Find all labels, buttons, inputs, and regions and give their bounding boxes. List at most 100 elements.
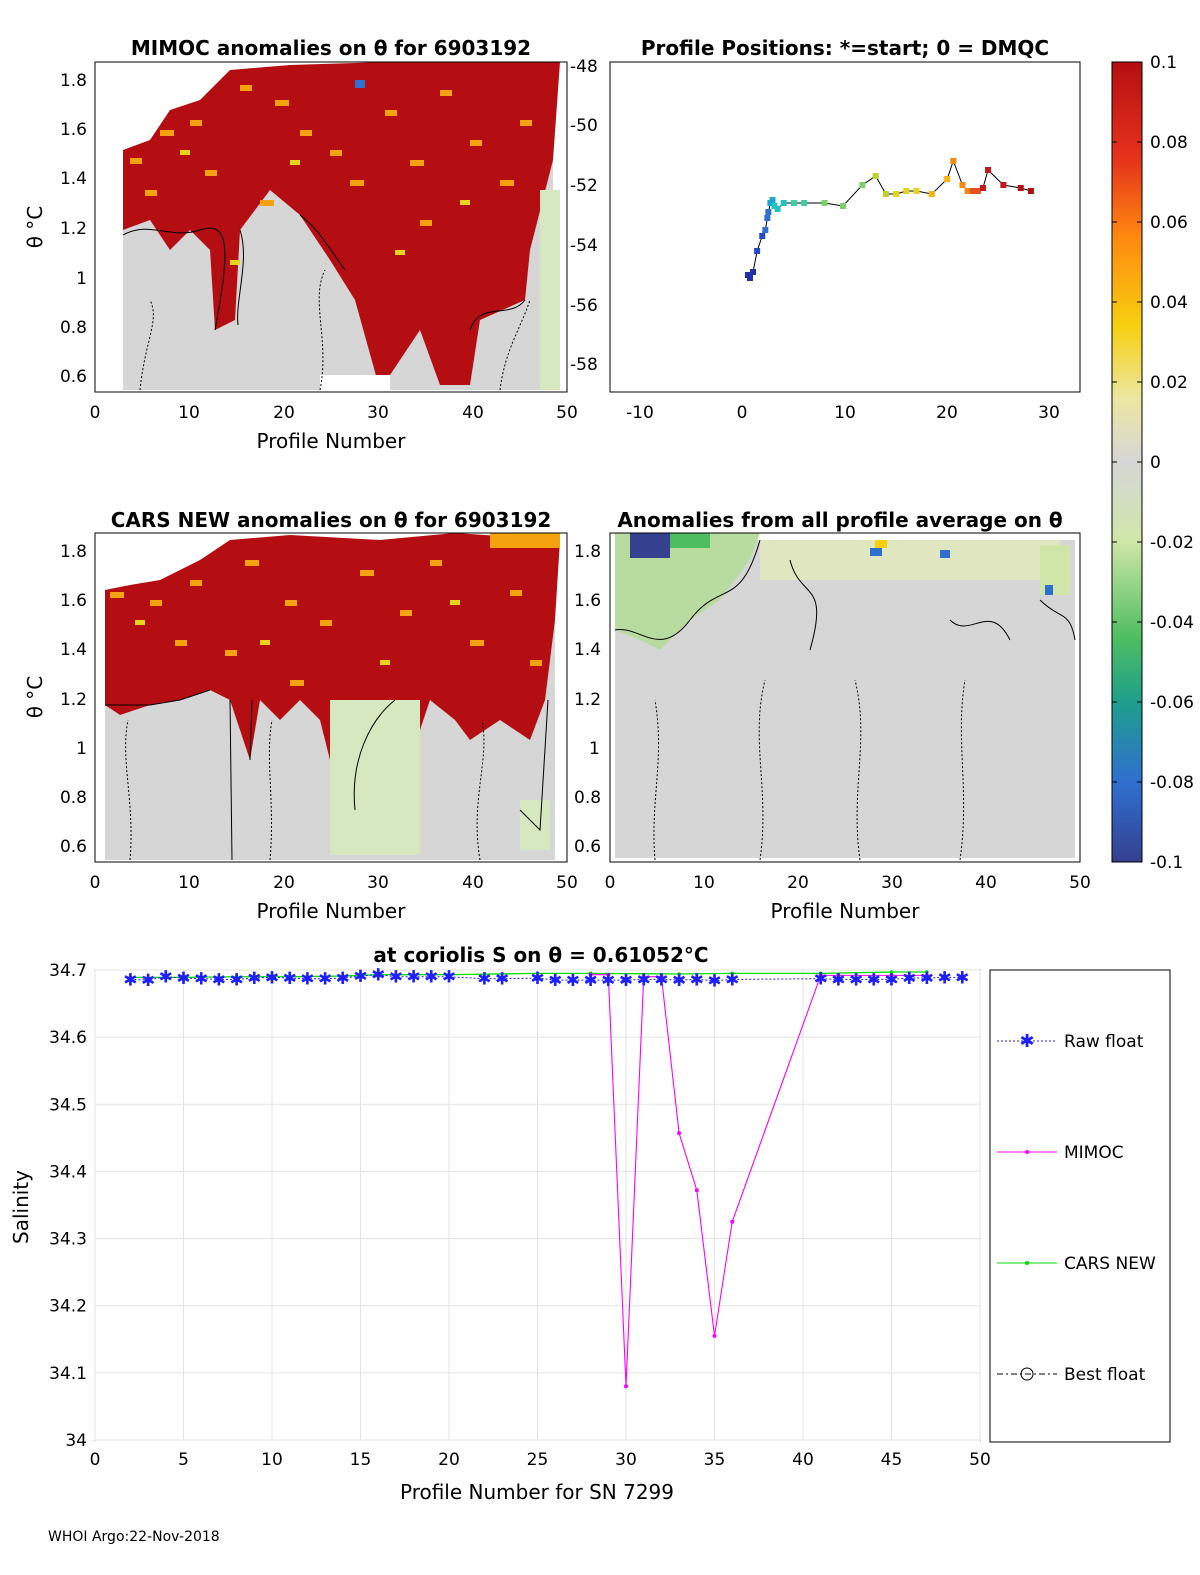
cars-anomaly-panel: CARS NEW anomalies on θ for 6903192	[23, 508, 578, 923]
salinity-xtick: 25	[527, 1450, 549, 1470]
profile-position-marker	[913, 188, 920, 194]
profile-position-marker	[985, 167, 992, 173]
mimoc-y-ticks: 1.8 1.6 1.4 1.2 1 0.8 0.6	[60, 71, 87, 387]
salinity-xtick: 0	[90, 1450, 101, 1470]
raw-float-marker: ✱	[601, 971, 615, 991]
raw-float-marker: ✱	[707, 972, 721, 992]
positions-x-ticks: -10 0 10 20 30	[626, 403, 1060, 423]
legend-label: CARS NEW	[1064, 1254, 1156, 1274]
cars-new-point	[730, 971, 734, 976]
mimoc-point	[924, 973, 929, 978]
pos-xtick: 20	[936, 403, 958, 423]
mimoc-xtick: 30	[367, 403, 389, 423]
profile-position-marker	[979, 185, 986, 191]
salinity-grid	[94, 969, 981, 1441]
salinity-ytick: 34.1	[49, 1364, 87, 1384]
avg-xtick: 30	[881, 873, 903, 893]
raw-float-line	[130, 974, 963, 982]
salinity-xtick: 30	[615, 1450, 637, 1470]
salinity-ytick: 34.5	[49, 1095, 87, 1115]
raw-float-marker: ✱	[336, 969, 350, 989]
profile-position-marker	[771, 203, 778, 209]
avg-ytick: 1.4	[574, 640, 601, 660]
cars-xtick: 20	[273, 873, 295, 893]
salinity-x-ticks: 0 5 10 15 20 25 30 35 40 45 50	[90, 1450, 991, 1470]
positions-panel: Profile Positions: *=start; 0 = DMQC -48…	[570, 36, 1081, 423]
mimoc-panel-title: MIMOC anomalies on θ for 6903192	[131, 36, 531, 60]
colorbar-tick-label: -0.06	[1150, 693, 1194, 713]
legend-entry-mimoc: MIMOC	[997, 1143, 1124, 1163]
cars-ytick: 1	[76, 739, 87, 759]
raw-float-marker: ✱	[884, 970, 898, 990]
cars-xtick: 50	[556, 873, 578, 893]
legend-entry-best-float: Best float	[997, 1365, 1146, 1385]
avg-ytick: 0.8	[574, 788, 601, 808]
mimoc-point	[606, 972, 611, 977]
profile-position-marker	[959, 182, 966, 188]
avg-ytick: 1	[589, 739, 600, 759]
raw-float-marker: ✱	[690, 970, 704, 990]
profile-position-marker	[746, 275, 753, 281]
colorbar-ticks: 0.1 0.08 0.06 0.04 0.02 0 -0.02 -0.04 -0.06 -0.08…	[1112, 53, 1194, 873]
colorbar-tick-label: 0	[1150, 453, 1161, 473]
cars-panel-title: CARS NEW anomalies on θ for 6903192	[111, 508, 552, 532]
mimoc-xtick: 10	[178, 403, 200, 423]
colorbar-tick-label: -0.1	[1150, 853, 1183, 873]
pos-xtick: 30	[1038, 403, 1060, 423]
mimoc-point	[889, 973, 894, 978]
profile-position-marker	[790, 200, 797, 206]
colorbar-tick-label: 0.02	[1150, 373, 1188, 393]
colorbar-tick-label: 0.08	[1150, 133, 1188, 153]
profile-position-marker	[950, 158, 957, 164]
raw-float-marker: ✱	[619, 971, 633, 991]
mimoc-xtick: 50	[556, 403, 578, 423]
pos-xtick: 0	[737, 403, 748, 423]
raw-float-marker: ✱	[159, 968, 173, 988]
raw-float-marker: ✱	[229, 970, 243, 990]
salinity-xtick: 50	[969, 1450, 991, 1470]
raw-float-marker: ✱	[867, 970, 881, 990]
profile-position-marker	[764, 215, 771, 221]
profile-position-marker	[1017, 185, 1024, 191]
raw-float-marker: ✱	[955, 968, 969, 988]
salinity-ytick: 34.6	[49, 1028, 87, 1048]
salinity-ytick: 34.2	[49, 1297, 87, 1317]
cars-ytick: 1.8	[60, 542, 87, 562]
profile-position-marker	[780, 200, 787, 206]
profile-position-marker	[928, 191, 935, 197]
raw-float-marker: ✱	[583, 971, 597, 991]
mimoc-point	[641, 974, 646, 979]
cars-new-point	[341, 974, 345, 978]
raw-float-marker: ✱	[902, 969, 916, 989]
salinity-xlabel: Profile Number for SN 7299	[400, 1480, 674, 1504]
raw-float-marker: ✱	[814, 970, 828, 990]
legend-box	[989, 969, 1171, 1443]
cars-high-anomaly-region	[105, 533, 560, 810]
cars-y-ticks: 1.8 1.6 1.4 1.2 1 0.8 0.6	[60, 542, 87, 857]
profile-position-marker	[882, 191, 889, 197]
cars-ytick: 0.6	[60, 837, 87, 857]
colorbar-tick-label: 0.04	[1150, 293, 1188, 313]
mimoc-point	[836, 973, 841, 978]
raw-float-marker: ✱	[566, 971, 580, 991]
mimoc-ytick: 0.6	[60, 367, 87, 387]
cars-new-point	[677, 972, 681, 976]
positions-panel-title: Profile Positions: *=start; 0 = DMQC	[641, 36, 1049, 60]
raw-float-marker: ✱	[937, 968, 951, 988]
avg-xtick: 40	[975, 873, 997, 893]
cars-x-ticks: 0 10 20 30 40 50	[90, 873, 578, 893]
raw-float-marker: ✱	[265, 968, 279, 988]
colorbar-tick-label: -0.08	[1150, 773, 1194, 793]
mimoc-point	[730, 1219, 735, 1224]
profile-average-x-ticks: 0 10 20 30 40 50	[605, 873, 1091, 893]
mimoc-ylabel: θ °C	[23, 206, 47, 249]
pos-ytick: -52	[570, 176, 598, 196]
avg-ytick: 0.6	[574, 837, 601, 857]
salinity-title: at coriolis S on θ = 0.61052°C	[373, 943, 708, 967]
cars-new-line	[130, 971, 927, 979]
salinity-panel: at coriolis S on θ = 0.61052°C ✱ ✱ ✱ ✱ ✱ ✱ ✱ ✱ ✱…	[9, 943, 1171, 1504]
cars-new-point	[234, 974, 239, 979]
pos-ytick: -48	[570, 57, 598, 77]
legend-label: MIMOC	[1064, 1143, 1124, 1163]
mimoc-ytick: 1.2	[60, 219, 87, 239]
